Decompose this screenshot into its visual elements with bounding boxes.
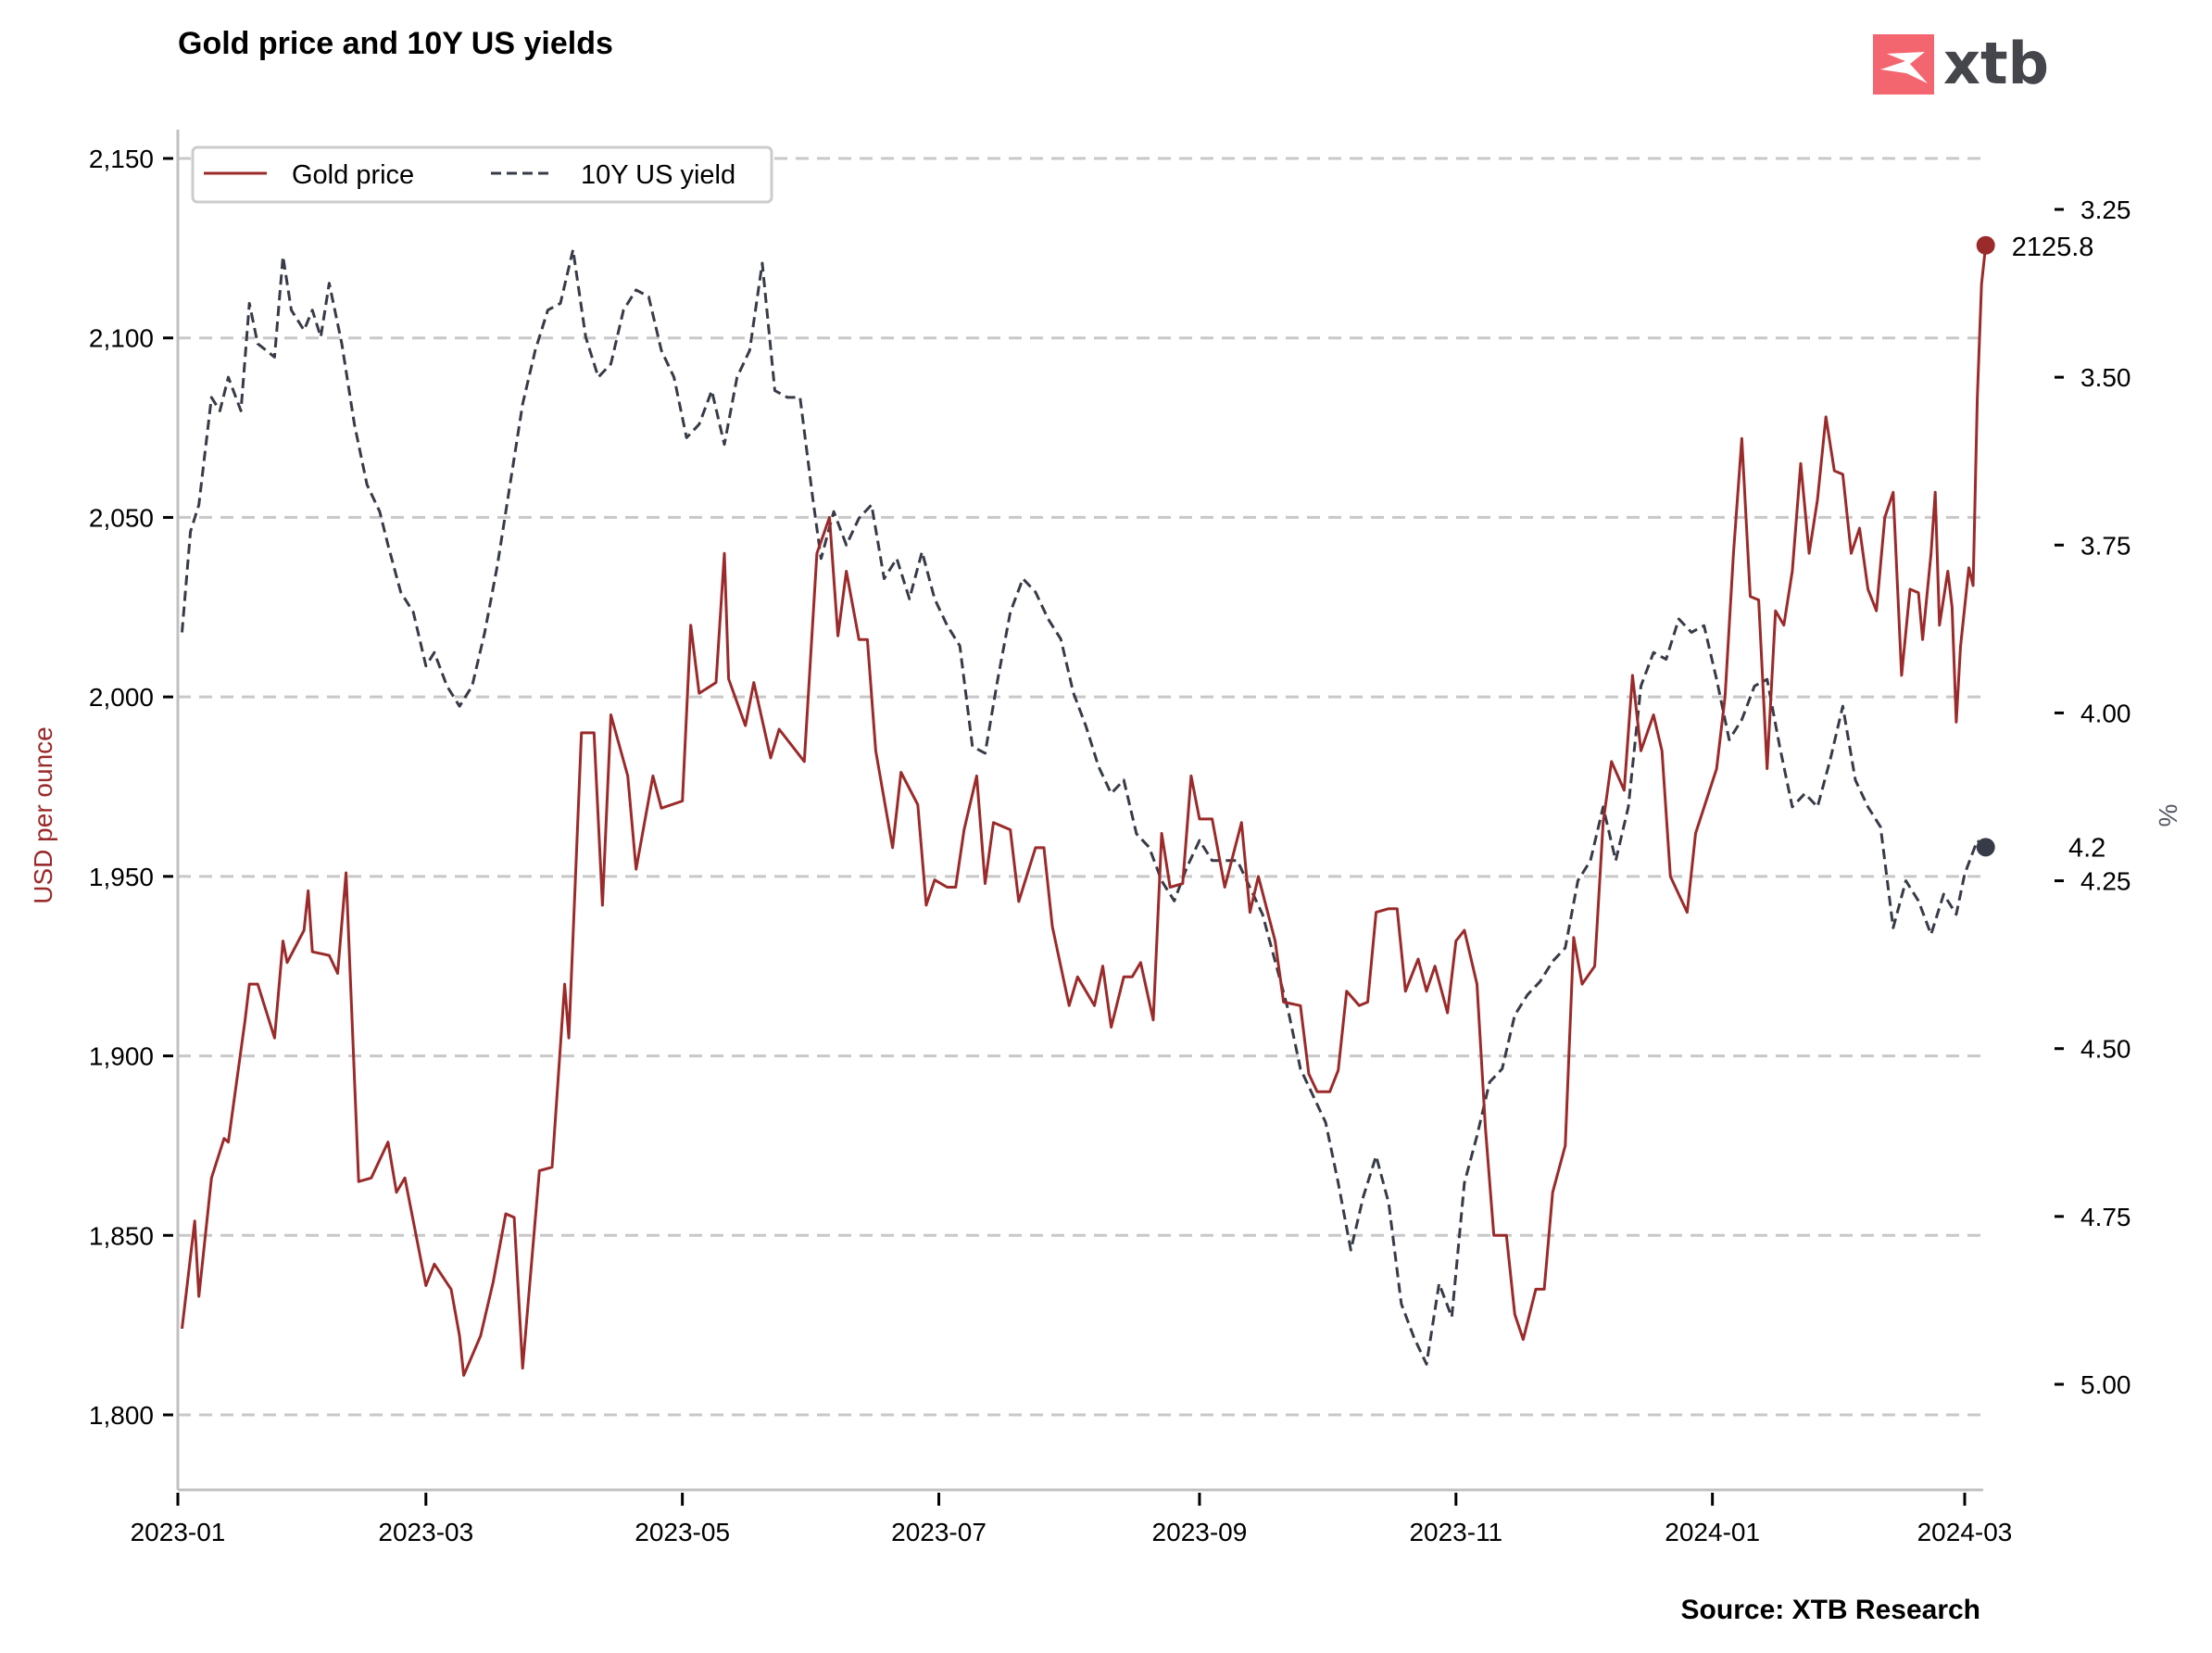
right-tick-label: 3.25 (2080, 196, 2131, 224)
series-layer: 2125.8 4.2 (181, 233, 2105, 1377)
left-tick-label: 1,900 (89, 1042, 154, 1071)
right-tick-label: 4.00 (2080, 699, 2131, 727)
left-tick-label: 1,850 (89, 1221, 154, 1250)
x-tick-label: 2024-03 (1917, 1518, 2013, 1546)
yield-series-line (181, 248, 1987, 1366)
left-tick-label: 1,950 (89, 863, 154, 891)
right-tick-label: 4.50 (2080, 1035, 2131, 1064)
right-axis-label: % (2154, 804, 2182, 827)
x-tick-label: 2023-03 (378, 1518, 473, 1546)
legend-gold-label: Gold price (292, 160, 414, 190)
gold-series-line (181, 245, 1988, 1377)
right-tick-label: 5.00 (2080, 1370, 2131, 1399)
x-tick-label: 2023-05 (635, 1518, 730, 1546)
right-tick-label: 3.50 (2080, 363, 2131, 392)
x-tick-label: 2023-11 (1409, 1518, 1502, 1546)
xtb-logo-x-icon (1880, 52, 1928, 83)
legend-box (191, 145, 773, 204)
x-tick-label: 2023-01 (131, 1518, 226, 1546)
source-note: Source: XTB Research (1681, 1595, 1980, 1625)
gold-end-marker (1976, 235, 1995, 255)
gold-end-label: 2125.8 (2012, 233, 2094, 262)
left-tick-label: 2,100 (89, 324, 154, 353)
right-y-axis: 3.25 3.50 3.75 4.00 4.25 4.50 4.75 5.00 (2055, 196, 2131, 1399)
right-tick-label: 4.75 (2080, 1203, 2131, 1231)
legend: Gold price 10Y US yield (191, 145, 773, 204)
right-tick-label: 3.75 (2080, 531, 2131, 560)
left-tick-label: 2,000 (89, 683, 154, 712)
left-tick-label: 2,050 (89, 503, 154, 532)
x-tick-label: 2024-01 (1665, 1518, 1760, 1546)
axes-spines (176, 130, 1983, 1492)
x-tick-label: 2023-07 (891, 1518, 987, 1546)
yield-end-marker (1976, 838, 1995, 857)
left-axis-label: USD per ounce (29, 726, 57, 903)
x-tick-label: 2023-09 (1152, 1518, 1248, 1546)
xtb-logo: xtb (1873, 30, 2049, 97)
legend-yield-label: 10Y US yield (581, 160, 735, 190)
left-y-axis: 1,800 1,850 1,900 1,950 2,000 2,050 2,100 2,150 (89, 145, 173, 1430)
chart-title: Gold price and 10Y US yields (178, 26, 613, 61)
right-tick-label: 4.25 (2080, 867, 2131, 896)
xtb-logo-text: xtb (1943, 30, 2049, 97)
x-axis: 2023-01 2023-03 2023-05 2023-07 2023-09 2023-… (131, 1493, 2013, 1546)
left-tick-label: 1,800 (89, 1401, 154, 1430)
gridlines (178, 157, 1983, 1417)
left-tick-label: 2,150 (89, 145, 154, 173)
yield-end-label: 4.2 (2068, 833, 2105, 863)
